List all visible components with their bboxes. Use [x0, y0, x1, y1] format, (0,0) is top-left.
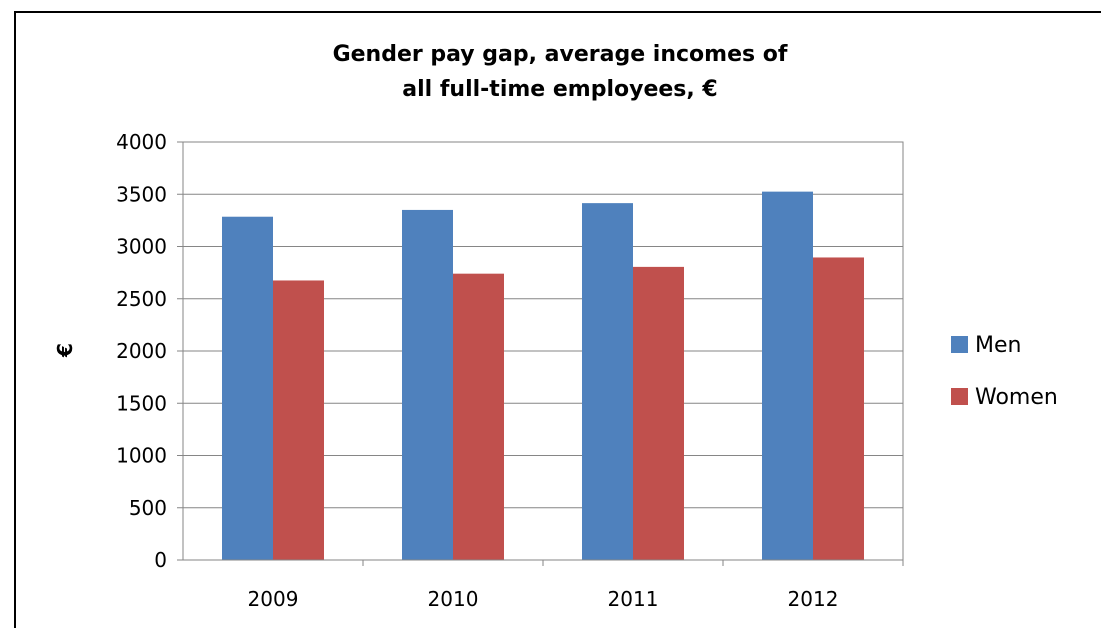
y-tick-label: 1500: [116, 391, 167, 415]
x-axis-ticks: 2009 2010 2011 2012: [248, 560, 904, 611]
bar-women-2010: [453, 273, 504, 560]
legend-swatch-women: [951, 388, 968, 405]
x-tick-label-2009: 2009: [248, 587, 299, 611]
bar-men-2011: [582, 203, 633, 560]
y-tick-label: 1000: [116, 444, 167, 468]
chart-title-line-1: Gender pay gap, average incomes of: [333, 42, 788, 67]
y-tick-label: 2500: [116, 287, 167, 311]
legend-label-men: Men: [975, 333, 1021, 358]
y-tick-label: 3500: [116, 182, 167, 206]
y-tick-label: 0: [154, 548, 167, 572]
y-axis-ticks: 0 500 1000 1500 2000 2500 3000 3500 4000: [116, 130, 167, 572]
x-tick-label-2011: 2011: [608, 587, 659, 611]
bar-men-2009: [222, 216, 273, 560]
y-tick-label: 3000: [116, 235, 167, 259]
y-axis-label: €: [53, 343, 77, 358]
chart-border: [14, 11, 1101, 628]
legend-label-women: Women: [975, 385, 1058, 410]
bar-women-2011: [633, 266, 684, 560]
bars: [222, 191, 864, 561]
legend-swatch-men: [951, 336, 968, 353]
y-tick-label: 500: [129, 496, 167, 520]
bar-women-2012: [813, 257, 864, 560]
plot-area-border: [182, 141, 904, 561]
bar-men-2010: [402, 209, 453, 561]
y-tick-label: 4000: [116, 130, 167, 154]
x-tick-label-2010: 2010: [428, 587, 479, 611]
bar-women-2009: [273, 280, 324, 560]
legend: Men Women: [951, 333, 1058, 410]
y-tick-label: 2000: [116, 339, 167, 363]
bar-men-2012: [762, 191, 813, 560]
x-tick-label-2012: 2012: [788, 587, 839, 611]
chart-title-line-2: all full-time employees, €: [402, 77, 717, 102]
